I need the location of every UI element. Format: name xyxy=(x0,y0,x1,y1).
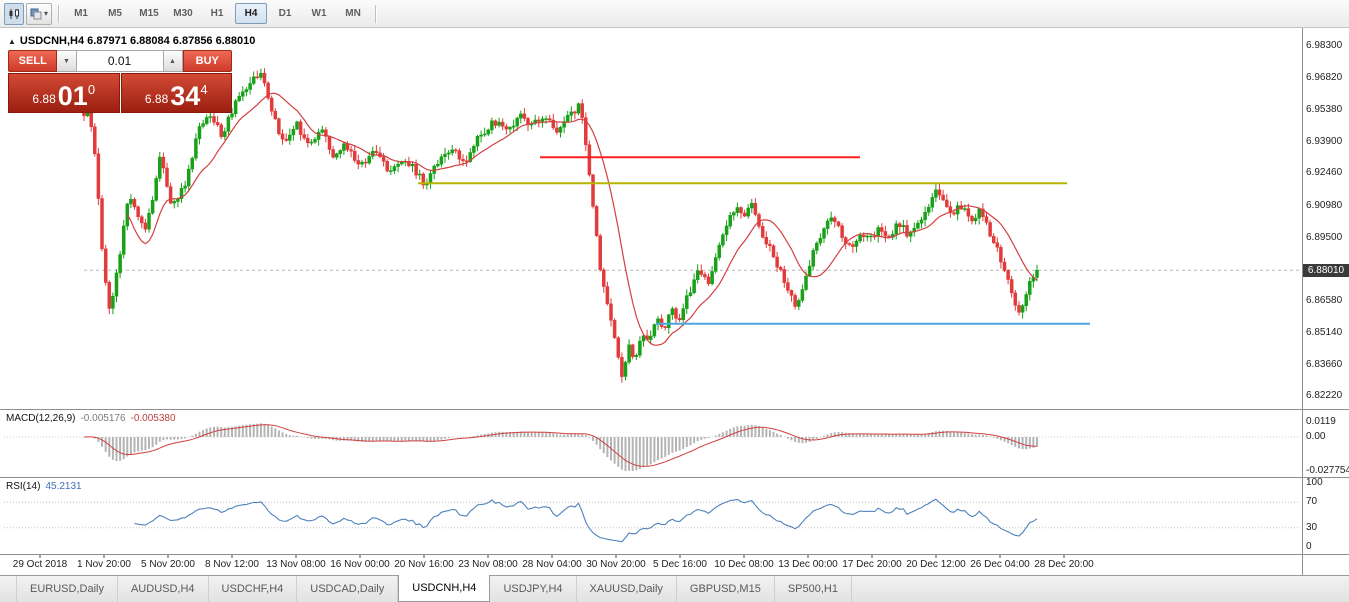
price-axis-border xyxy=(1302,28,1303,575)
time-axis-label: 28 Nov 04:00 xyxy=(522,559,582,570)
chart-objects-icon[interactable]: ▾ xyxy=(26,2,53,25)
tab-xauusd-daily[interactable]: XAUUSD,Daily xyxy=(577,576,677,602)
candlestick-chart-icon[interactable] xyxy=(4,2,24,25)
sell-price-sup: 0 xyxy=(87,82,96,97)
macd-axis-label: 0.00 xyxy=(1306,431,1326,442)
buy-price-main: 6.88 xyxy=(144,92,169,106)
macd-value-signal: -0.005380 xyxy=(130,413,176,424)
rsi-axis-label: 70 xyxy=(1306,496,1318,508)
time-axis-label: 29 Oct 2018 xyxy=(12,559,68,570)
volume-dropdown-icon[interactable]: ▼ xyxy=(57,50,77,72)
price-axis-label: 6.90980 xyxy=(1306,199,1343,211)
macd-name: MACD(12,26,9) xyxy=(6,413,76,424)
timeframe-m5[interactable]: M5 xyxy=(108,8,122,19)
macd-axis-label: 0.0119 xyxy=(1306,416,1336,428)
panel-separator[interactable] xyxy=(0,409,1349,410)
trade-prices-row: 6.88 01 0 6.88 34 4 xyxy=(8,73,232,113)
current-price-badge: 6.88010 xyxy=(1303,263,1349,277)
panel-separator[interactable] xyxy=(0,554,1349,555)
price-axis-label: 6.82220 xyxy=(1306,390,1343,402)
macd-label: MACD(12,26,9) -0.005176 -0.005380 xyxy=(6,413,176,424)
tab-audusd-h4[interactable]: AUDUSD,H4 xyxy=(118,576,209,602)
toolbar-separator xyxy=(58,4,60,23)
time-axis-label: 8 Nov 12:00 xyxy=(205,559,259,570)
time-axis-label: 23 Nov 08:00 xyxy=(458,559,518,570)
time-axis-label: 20 Dec 12:00 xyxy=(906,559,966,570)
price-axis-label: 6.83660 xyxy=(1306,358,1343,370)
symbol-ohlc-text: USDCNH,H4 6.87971 6.88084 6.87856 6.8801… xyxy=(19,35,256,47)
timeframe-m30[interactable]: M30 xyxy=(173,8,193,19)
tab-usdjpy-h4[interactable]: USDJPY,H4 xyxy=(490,576,577,602)
timeframe-m1[interactable]: M1 xyxy=(74,8,88,19)
tab-usdcnh-h4[interactable]: USDCNH,H4 xyxy=(398,575,491,602)
timeframe-w1[interactable]: W1 xyxy=(311,8,327,19)
sell-price-main: 6.88 xyxy=(32,92,56,106)
buy-price-pips: 34 xyxy=(170,81,201,112)
buy-button[interactable]: BUY xyxy=(182,50,232,72)
time-axis-label: 28 Dec 20:00 xyxy=(1034,559,1094,570)
time-axis-label: 20 Nov 16:00 xyxy=(394,559,454,570)
tab-usdchf-h4[interactable]: USDCHF,H4 xyxy=(209,576,298,602)
top-toolbar: ▾ M1 M5 M15 M30 H1 H4 D1 W1 MN xyxy=(0,0,1349,28)
trade-controls-row: SELL ▼ ▲ BUY xyxy=(8,50,232,72)
chevron-down-icon: ▾ xyxy=(44,9,49,18)
timeframe-d1[interactable]: D1 xyxy=(278,8,292,19)
time-axis-label: 5 Dec 16:00 xyxy=(653,559,707,570)
sell-button[interactable]: SELL xyxy=(8,50,58,72)
rsi-value: 45.2131 xyxy=(45,481,82,492)
time-axis-ticks xyxy=(39,555,1065,558)
candlestick-glyph xyxy=(9,8,19,19)
volume-input[interactable] xyxy=(76,50,164,72)
macd-value-main: -0.005176 xyxy=(80,413,126,424)
macd-axis-label: -0.027754 xyxy=(1306,465,1349,476)
time-axis-label: 10 Dec 08:00 xyxy=(714,559,774,570)
rsi-label: RSI(14) 45.2131 xyxy=(6,481,82,492)
time-axis-label: 1 Nov 20:00 xyxy=(77,559,131,570)
price-axis-label: 6.96820 xyxy=(1306,72,1343,84)
one-click-collapse-icon[interactable]: ▲ xyxy=(8,36,16,46)
price-axis-label: 6.86580 xyxy=(1306,295,1343,307)
buy-price-sup: 4 xyxy=(200,82,208,97)
timeframe-m15[interactable]: M15 xyxy=(139,8,159,19)
layers-glyph xyxy=(30,8,42,19)
time-axis-label: 17 Dec 20:00 xyxy=(842,559,902,570)
sell-price-pips: 01 xyxy=(57,81,88,112)
timeframe-buttons: M1 M5 M15 M30 H1 H4 D1 W1 MN xyxy=(64,3,370,24)
time-axis-label: 26 Dec 04:00 xyxy=(970,559,1030,570)
time-axis-label: 13 Dec 00:00 xyxy=(778,559,838,570)
timeframe-h4[interactable]: H4 xyxy=(235,3,268,24)
price-axis-label: 6.95380 xyxy=(1306,103,1343,115)
tab-usdcad-daily[interactable]: USDCAD,Daily xyxy=(297,576,399,602)
rsi-axis-label: 0 xyxy=(1306,541,1312,552)
time-axis-label: 16 Nov 00:00 xyxy=(330,559,390,570)
price-axis-label: 6.92460 xyxy=(1306,167,1343,179)
price-axis-label: 6.98300 xyxy=(1306,40,1343,52)
buy-price-box[interactable]: 6.88 34 4 xyxy=(120,73,232,113)
time-axis-label: 5 Nov 20:00 xyxy=(141,559,195,570)
price-axis-label: 6.85140 xyxy=(1306,326,1343,338)
chart-tab-bar: EURUSD,Daily AUDUSD,H4 USDCHF,H4 USDCAD,Dai… xyxy=(0,575,1349,602)
price-axis-label: 6.93900 xyxy=(1306,135,1343,147)
rsi-name: RSI(14) xyxy=(6,481,41,492)
chart-header: ▲ USDCNH,H4 6.87971 6.88084 6.87856 6.88… xyxy=(8,35,255,47)
tab-eurusd-daily[interactable]: EURUSD,Daily xyxy=(16,576,118,602)
tab-gbpusd-m15[interactable]: GBPUSD,M15 xyxy=(677,576,775,602)
volume-up-icon[interactable]: ▲ xyxy=(163,50,183,72)
sell-price-box[interactable]: 6.88 01 0 xyxy=(8,73,120,113)
time-axis-label: 30 Nov 20:00 xyxy=(586,559,646,570)
panel-separator[interactable] xyxy=(0,477,1349,478)
price-axis-label: 6.89500 xyxy=(1306,231,1343,243)
timeframe-mn[interactable]: MN xyxy=(345,8,361,19)
tab-sp500-h1[interactable]: SP500,H1 xyxy=(775,576,852,602)
rsi-axis-label: 30 xyxy=(1306,521,1318,533)
time-axis-label: 13 Nov 08:00 xyxy=(266,559,326,570)
one-click-trading-panel: SELL ▼ ▲ BUY 6.88 01 0 6.88 34 4 xyxy=(8,50,232,113)
toolbar-separator xyxy=(375,4,377,23)
timeframe-h1[interactable]: H1 xyxy=(210,8,224,19)
rsi-axis-label: 100 xyxy=(1306,477,1323,488)
